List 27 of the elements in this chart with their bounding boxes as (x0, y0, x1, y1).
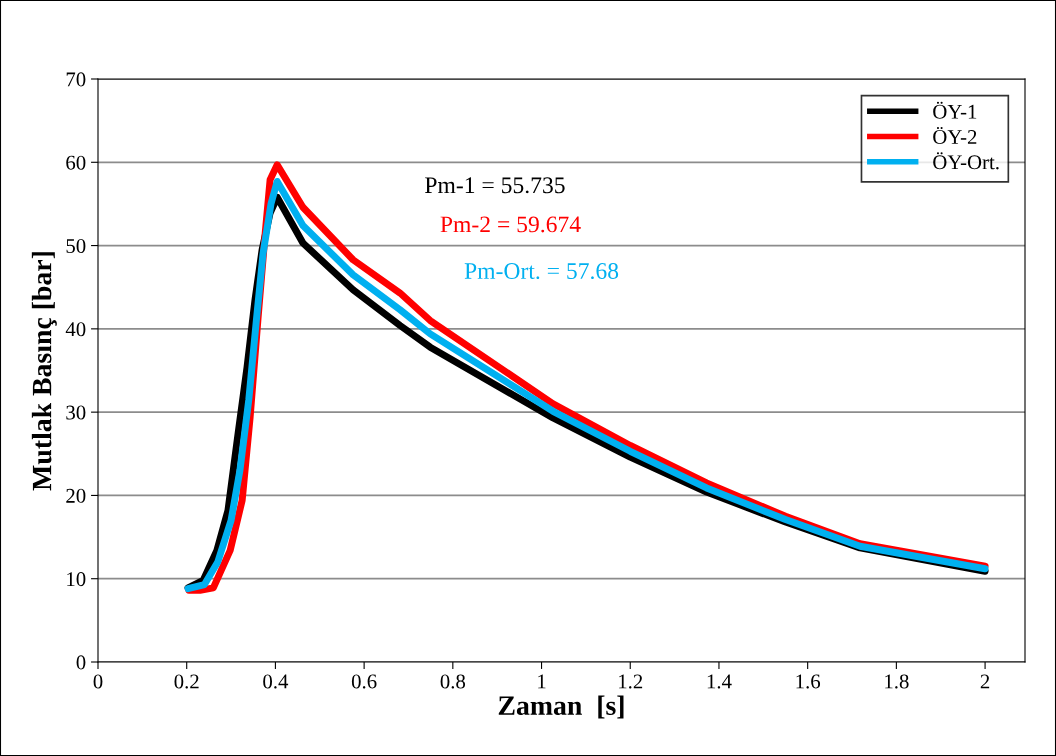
x-tick-label: 0.2 (174, 674, 199, 689)
y-tick-label: 50 (66, 238, 86, 253)
y-tick-label: 40 (65, 322, 86, 337)
y-tick-label: 60 (66, 155, 86, 170)
legend-label: ÖY-1 (933, 101, 977, 119)
y-tick-label: 20 (66, 488, 86, 503)
legend-label: ÖY-2 (933, 126, 977, 145)
annotation: Pm-1 = 55.735 (425, 177, 565, 194)
x-axis-title: Zaman [s] (498, 695, 624, 719)
y-tick-label: 30 (66, 405, 86, 420)
x-tick-label: 0.8 (440, 674, 466, 689)
y-tick-label: 0 (76, 655, 86, 670)
x-tick-label: 1.2 (619, 674, 643, 689)
legend-label: ÖY-Ort. (933, 152, 999, 170)
x-tick-label: 0 (93, 674, 103, 689)
y-tick-label: 70 (66, 72, 86, 87)
x-tick-label: 0.4 (263, 674, 289, 689)
y-axis-title: Mutlak Basınç [bar] (31, 252, 57, 491)
x-tick-label: 2 (980, 674, 990, 689)
x-tick-label: 1.6 (796, 674, 821, 689)
x-tick-label: 0.6 (351, 674, 377, 689)
x-tick-label: 1 (538, 674, 546, 689)
x-tick-label: 1.4 (707, 674, 732, 689)
x-tick-label: 1.8 (885, 674, 909, 689)
y-tick-label: 10 (67, 572, 86, 587)
annotation: Pm-Ort. = 57.68 (464, 263, 619, 280)
annotation: Pm-2 = 59.674 (440, 216, 581, 233)
